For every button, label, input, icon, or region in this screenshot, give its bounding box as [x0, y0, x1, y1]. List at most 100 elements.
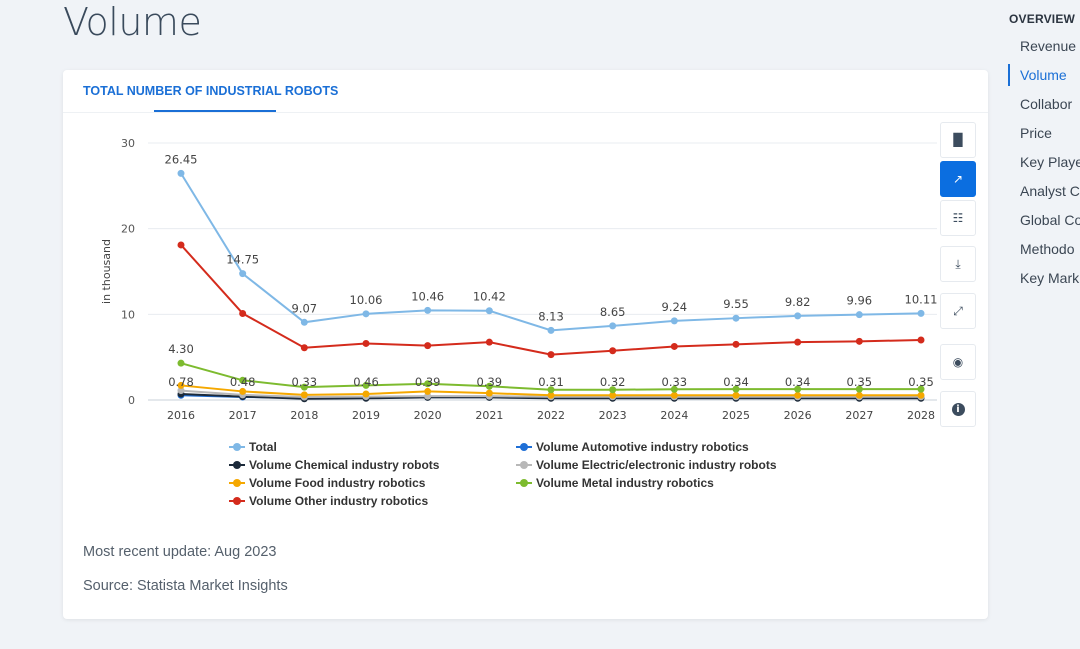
sidebar-item-volume[interactable]: Volume [1020, 67, 1067, 83]
data-point [485, 382, 493, 390]
data-label-small: 0.32 [600, 375, 626, 389]
legend-item[interactable]: Volume Other industry robotics [229, 494, 428, 508]
data-label-small: 0.31 [538, 375, 564, 389]
data-point [609, 386, 617, 394]
tab-underline [154, 110, 276, 113]
x-tick-label: 2028 [907, 409, 935, 422]
legend-label: Volume Chemical industry robots [249, 458, 440, 472]
data-point [917, 336, 925, 344]
sidebar-item-global-co[interactable]: Global Co [1020, 212, 1080, 228]
data-point [239, 387, 247, 395]
legend-item[interactable]: Volume Automotive industry robotics [516, 440, 749, 454]
data-label-total: 10.46 [411, 289, 444, 303]
expand-button[interactable]: ⤢ [940, 293, 976, 329]
legend-item[interactable]: Volume Food industry robotics [229, 476, 425, 490]
data-point [917, 309, 925, 317]
expand-icon: ⤢ [953, 303, 963, 318]
data-point [362, 339, 370, 347]
sidebar-item-key-mark[interactable]: Key Mark [1020, 270, 1080, 286]
data-label-small: 0.48 [230, 375, 256, 389]
source-text: Source: Statista Market Insights [83, 578, 288, 594]
data-label-total: 26.45 [165, 152, 198, 166]
data-point [794, 338, 802, 346]
sidebar-active-indicator [1008, 64, 1010, 86]
legend-label: Volume Other industry robotics [249, 494, 429, 508]
legend-item[interactable]: Total [229, 440, 277, 454]
data-point [362, 310, 370, 318]
y-tick-label: 20 [121, 223, 135, 236]
data-point [177, 169, 185, 177]
line-chart-icon: ↗ [952, 172, 964, 186]
data-point [485, 338, 493, 346]
data-point [794, 312, 802, 320]
data-label-small: 0.33 [662, 375, 688, 389]
data-point [855, 337, 863, 345]
hide-icon: ◉ [952, 355, 964, 369]
data-label-small: 0.78 [168, 375, 194, 389]
download-button[interactable]: ⤓ [940, 246, 976, 282]
x-tick-label: 2027 [845, 409, 873, 422]
data-point [609, 391, 617, 399]
tab-total-robots[interactable]: TOTAL NUMBER OF INDUSTRIAL ROBOTS [83, 84, 339, 98]
data-point [177, 359, 185, 367]
data-point [547, 391, 555, 399]
legend-marker-icon [516, 460, 532, 470]
data-point [424, 387, 432, 395]
table-icon: ☷ [952, 211, 964, 225]
legend-marker-icon [229, 478, 245, 488]
page-title: Volume [63, 0, 202, 44]
hide-button[interactable]: ◉ [940, 344, 976, 380]
legend-item[interactable]: Volume Chemical industry robots [229, 458, 439, 472]
sidebar-item-collabor[interactable]: Collabor [1020, 96, 1073, 112]
data-point [732, 340, 740, 348]
sidebar-item-price[interactable]: Price [1020, 125, 1052, 141]
sidebar-item-methodo[interactable]: Methodo [1020, 241, 1075, 257]
legend-item[interactable]: Volume Metal industry robotics [516, 476, 714, 490]
x-tick-label: 2020 [414, 409, 442, 422]
data-point [177, 241, 185, 249]
data-point [609, 322, 617, 330]
x-tick-label: 2024 [660, 409, 688, 422]
sidebar-item-analyst-c[interactable]: Analyst C [1020, 183, 1080, 199]
line-chart-button[interactable]: ↗ [940, 161, 976, 197]
legend-item[interactable]: Volume Electric/electronic industry robo… [516, 458, 777, 472]
data-point [300, 383, 308, 391]
data-label-metal: 4.30 [168, 342, 194, 356]
line-chart: 0 10 20 30 in thousand 2016 2017 2018 2019 2020 20… [100, 137, 937, 422]
data-label-total: 9.96 [847, 294, 873, 308]
sidebar-heading: OVERVIEW [1009, 12, 1076, 26]
data-point [917, 391, 925, 399]
data-label-total: 8.13 [538, 309, 564, 323]
sidebar-item-key-playe[interactable]: Key Playe [1020, 154, 1080, 170]
x-tick-label: 2018 [290, 409, 318, 422]
data-point [547, 386, 555, 394]
data-point [670, 391, 678, 399]
data-label-total: 8.65 [600, 305, 626, 319]
y-tick-label: 30 [121, 137, 135, 150]
x-tick-label: 2021 [475, 409, 503, 422]
data-label-small: 0.34 [785, 375, 811, 389]
data-point [732, 314, 740, 322]
download-icon: ⤓ [955, 256, 961, 271]
x-tick-label: 2017 [229, 409, 257, 422]
data-label-small: 0.34 [723, 375, 749, 389]
info-button[interactable]: i [940, 391, 976, 427]
table-button[interactable]: ☷ [940, 200, 976, 236]
bar-chart-button[interactable]: ▐▌ [940, 122, 976, 158]
x-tick-label: 2025 [722, 409, 750, 422]
data-point [424, 306, 432, 314]
sidebar-item-revenue[interactable]: Revenue [1020, 38, 1077, 54]
data-point [670, 317, 678, 325]
data-label-total: 9.07 [292, 301, 318, 315]
data-point [239, 270, 247, 278]
data-point [239, 309, 247, 317]
data-point [239, 376, 247, 384]
y-tick-label: 0 [128, 394, 135, 407]
data-point [855, 311, 863, 319]
x-tick-label: 2019 [352, 409, 380, 422]
data-point [855, 385, 863, 393]
x-tick-label: 2026 [784, 409, 812, 422]
data-point [547, 326, 555, 334]
data-point [794, 391, 802, 399]
data-point [732, 385, 740, 393]
